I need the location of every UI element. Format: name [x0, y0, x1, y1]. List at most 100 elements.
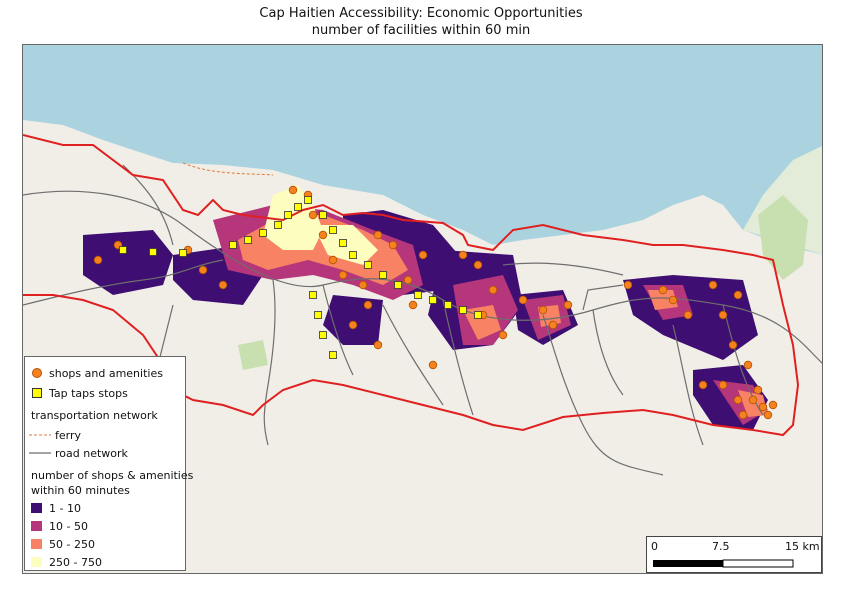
taptap-stop-marker	[244, 236, 252, 244]
shop-marker	[753, 385, 763, 395]
shop-marker	[733, 290, 743, 300]
shop-marker	[408, 300, 418, 310]
legend-class-row: 50 - 250	[25, 536, 95, 552]
legend-class-label: 250 - 750	[49, 555, 102, 569]
shop-marker	[728, 340, 738, 350]
shop-marker	[338, 270, 348, 280]
map-title: Cap Haitien Accessibility: Economic Oppo…	[259, 6, 583, 21]
shop-marker	[373, 230, 383, 240]
shop-marker	[738, 410, 748, 420]
legend-network-heading: transportation network	[31, 409, 158, 422]
shop-marker	[683, 310, 693, 320]
shop-marker	[698, 380, 708, 390]
class-swatch	[31, 521, 42, 531]
taptap-stop-marker	[319, 211, 327, 219]
taptap-markers-layer	[119, 196, 482, 359]
taptap-stop-marker	[364, 261, 372, 269]
scale-label-end: 15 km	[785, 540, 820, 553]
taptap-stop-marker	[339, 239, 347, 247]
shop-marker	[458, 250, 468, 260]
shop-marker	[758, 402, 768, 412]
legend-class-label: 10 - 50	[49, 519, 88, 533]
shops-markers-layer	[93, 185, 778, 420]
taptap-stop-marker	[329, 351, 337, 359]
legend-class-label: 1 - 10	[49, 501, 81, 515]
legend-road-label: road network	[55, 446, 128, 460]
taptap-stop-marker	[179, 249, 187, 257]
legend-taptap-row: Tap taps stops	[25, 385, 128, 401]
class-swatch	[31, 557, 42, 567]
taptap-stop-marker	[349, 251, 357, 259]
scale-bar: 0 7.5 15 km	[646, 536, 822, 573]
class-swatch	[31, 539, 42, 549]
park-area-small	[238, 340, 268, 370]
shop-marker	[518, 295, 528, 305]
class-swatch	[31, 503, 42, 513]
taptap-stop-marker	[309, 291, 317, 299]
shop-marker	[388, 240, 398, 250]
taptap-stop-marker	[274, 221, 282, 229]
taptap-stop-marker	[149, 248, 157, 256]
shop-marker	[623, 280, 633, 290]
legend-class-label: 50 - 250	[49, 537, 95, 551]
shop-marker-icon	[32, 368, 42, 378]
legend-shops-row: shops and amenities	[25, 365, 163, 381]
shop-marker	[768, 400, 778, 410]
legend-ferry-row: ferry	[25, 427, 81, 443]
legend-classes-heading-2: within 60 minutes	[31, 484, 130, 497]
taptap-stop-marker	[229, 241, 237, 249]
shop-marker	[348, 320, 358, 330]
shop-marker	[498, 330, 508, 340]
shop-marker	[288, 185, 298, 195]
legend-classes-heading-1: number of shops & amenities	[31, 469, 194, 482]
shop-marker	[748, 395, 758, 405]
map-canvas[interactable]	[22, 44, 823, 574]
legend-class-row: 10 - 50	[25, 518, 88, 534]
shop-marker	[328, 255, 338, 265]
taptap-stop-marker	[459, 306, 467, 314]
taptap-stop-marker	[119, 246, 127, 254]
shop-marker	[563, 300, 573, 310]
legend-class-row: 1 - 10	[25, 500, 81, 516]
taptap-stop-marker	[284, 211, 292, 219]
scale-label-mid: 7.5	[712, 540, 730, 553]
shop-marker	[763, 410, 773, 420]
shop-marker	[373, 340, 383, 350]
legend-ferry-label: ferry	[55, 428, 82, 442]
taptap-stop-marker	[259, 229, 267, 237]
shop-marker	[718, 310, 728, 320]
taptap-stop-marker	[429, 296, 437, 304]
taptap-stop-icon	[32, 388, 42, 398]
ferry-route	[182, 162, 274, 176]
road-network	[23, 164, 822, 476]
shop-marker	[488, 285, 498, 295]
scale-label-start: 0	[651, 540, 658, 553]
road-line-icon	[29, 452, 51, 454]
taptap-stop-marker	[294, 203, 302, 211]
taptap-stop-marker	[394, 281, 402, 289]
shop-marker	[718, 380, 728, 390]
taptap-stop-marker	[319, 331, 327, 339]
shop-marker	[743, 360, 753, 370]
legend-taptap-label: Tap taps stops	[49, 386, 128, 400]
legend-class-row: 250 - 750	[25, 554, 102, 570]
shop-marker	[538, 305, 548, 315]
ferry-line-icon	[29, 434, 51, 436]
shop-marker	[308, 210, 318, 220]
scale-bar-graphic	[653, 559, 794, 568]
taptap-stop-marker	[304, 196, 312, 204]
shop-marker	[318, 230, 328, 240]
shop-marker	[363, 300, 373, 310]
shop-marker	[473, 260, 483, 270]
map-legend: shops and amenities Tap taps stops trans…	[24, 356, 193, 571]
shop-marker	[358, 280, 368, 290]
map-layers	[23, 45, 822, 476]
shop-marker	[418, 250, 428, 260]
shop-marker	[218, 280, 228, 290]
shop-marker	[93, 255, 103, 265]
shop-marker	[733, 395, 743, 405]
shop-marker	[548, 320, 558, 330]
taptap-stop-marker	[314, 311, 322, 319]
sea-area	[23, 45, 822, 255]
taptap-stop-marker	[474, 311, 482, 319]
